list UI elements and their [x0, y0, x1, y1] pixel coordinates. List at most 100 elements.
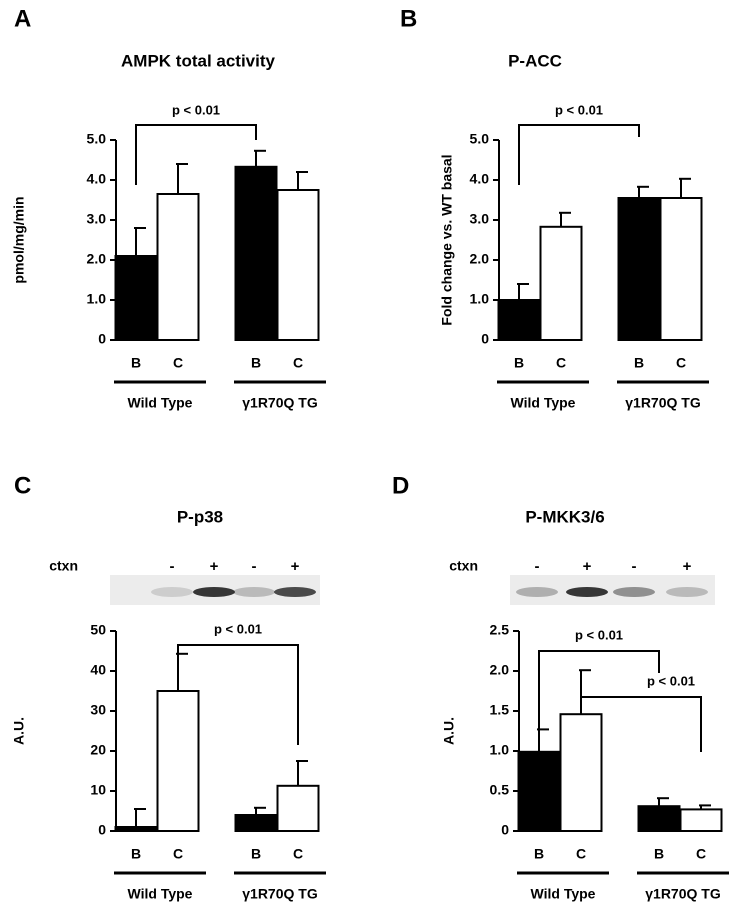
blot-band — [666, 587, 708, 597]
y-tick-label: 40 — [90, 662, 106, 678]
bar — [114, 255, 158, 341]
blot-band — [613, 587, 655, 597]
blot-band — [274, 587, 316, 597]
y-tick-label: 0 — [98, 822, 106, 838]
chart-title: P-MKK3/6 — [525, 507, 604, 526]
y-tick-label: 3.0 — [470, 211, 490, 227]
bar — [539, 225, 583, 341]
y-tick-label: 1.0 — [470, 291, 490, 307]
panel-label: B — [400, 5, 417, 32]
bar-label: B — [251, 355, 261, 371]
bar — [679, 808, 723, 832]
y-tick-label: 2.0 — [470, 251, 490, 267]
y-tick-label: 1.0 — [490, 742, 510, 758]
blot-band — [516, 587, 558, 597]
y-tick-label: 5.0 — [87, 131, 107, 147]
lane-label: + — [683, 558, 692, 575]
group-label: γ1R70Q TG — [242, 886, 318, 902]
y-tick-label: 1.5 — [490, 702, 510, 718]
y-tick-label: 3.0 — [87, 211, 107, 227]
significance-label: p < 0.01 — [214, 621, 262, 636]
group-label: Wild Type — [511, 395, 576, 411]
significance-label: p < 0.01 — [172, 102, 220, 117]
panel-label: D — [392, 472, 409, 499]
bar — [276, 784, 320, 832]
blot-band — [233, 587, 275, 597]
significance-label: p < 0.01 — [555, 102, 603, 117]
blot-band — [151, 587, 193, 597]
bar-label: C — [293, 846, 303, 862]
bar-label: B — [131, 355, 141, 371]
chart-title: P-ACC — [508, 51, 562, 70]
y-tick-label: 2.0 — [490, 662, 510, 678]
y-tick-label: 4.0 — [87, 171, 107, 187]
chart-title: P-p38 — [177, 507, 223, 526]
significance-bracket — [580, 696, 702, 752]
panel: B P-ACC Fold change vs. WT basal 0 1.0 2.0 3.0… — [400, 5, 709, 411]
bar — [659, 197, 703, 341]
y-tick-label: 30 — [90, 702, 106, 718]
bar — [114, 826, 158, 832]
y-tick-label: 5.0 — [470, 131, 490, 147]
panel-label: C — [14, 472, 31, 499]
panel: D P-MKK3/6 A.U. 0 0.5 1.0 1.5 2.0 2.5 Wild Type B C… — [392, 472, 729, 902]
bar-label: B — [514, 355, 524, 371]
panel: A AMPK total activity pmol/mg/min 0 1.0 2.0 3.… — [11, 5, 326, 411]
significance-bracket — [135, 124, 257, 185]
bar — [234, 165, 278, 341]
bar — [497, 299, 541, 341]
bar-label: C — [173, 846, 183, 862]
y-tick-label: 4.0 — [470, 171, 490, 187]
significance-bracket — [177, 644, 299, 745]
group-label: γ1R70Q TG — [645, 886, 721, 902]
group-label: Wild Type — [128, 395, 193, 411]
lane-label: - — [252, 558, 257, 575]
blot-image — [510, 575, 715, 605]
lane-label: + — [291, 558, 300, 575]
group-label: Wild Type — [128, 886, 193, 902]
group-label: γ1R70Q TG — [242, 395, 318, 411]
y-tick-label: 10 — [90, 782, 106, 798]
lane-label: + — [583, 558, 592, 575]
significance-label: p < 0.01 — [647, 673, 695, 688]
blot-band — [193, 587, 235, 597]
y-tick-label: 0 — [98, 331, 106, 347]
group-label: γ1R70Q TG — [625, 395, 701, 411]
blot-band — [566, 587, 608, 597]
significance-bracket — [518, 124, 640, 185]
bar-label: C — [173, 355, 183, 371]
y-axis-label: A.U. — [11, 717, 27, 745]
bar-label: B — [131, 846, 141, 862]
y-tick-label: 1.0 — [87, 291, 107, 307]
chart-title: AMPK total activity — [121, 51, 276, 70]
y-tick-label: 0 — [481, 331, 489, 347]
bar — [559, 713, 603, 833]
bar — [637, 805, 681, 833]
y-axis-label: pmol/mg/min — [11, 196, 27, 283]
bar — [156, 690, 200, 832]
bar — [517, 750, 561, 832]
lane-label: + — [210, 558, 219, 575]
y-tick-label: 0.5 — [490, 782, 510, 798]
y-axis-label: Fold change vs. WT basal — [439, 154, 455, 325]
significance-label: p < 0.01 — [575, 627, 623, 642]
significance-bracket — [538, 650, 660, 735]
y-tick-label: 0 — [501, 822, 509, 838]
bar-label: B — [634, 355, 644, 371]
bar-label: C — [576, 846, 586, 862]
y-tick-label: 2.5 — [490, 622, 510, 638]
lane-label: - — [632, 558, 637, 575]
lane-label: - — [535, 558, 540, 575]
y-tick-label: 20 — [90, 742, 106, 758]
bar — [617, 197, 661, 341]
panel-label: A — [14, 5, 31, 32]
y-axis-label: A.U. — [441, 717, 457, 745]
bar-label: B — [251, 846, 261, 862]
y-tick-label: 2.0 — [87, 251, 107, 267]
lane-label: - — [170, 558, 175, 575]
bar-label: C — [293, 355, 303, 371]
bar — [156, 193, 200, 341]
